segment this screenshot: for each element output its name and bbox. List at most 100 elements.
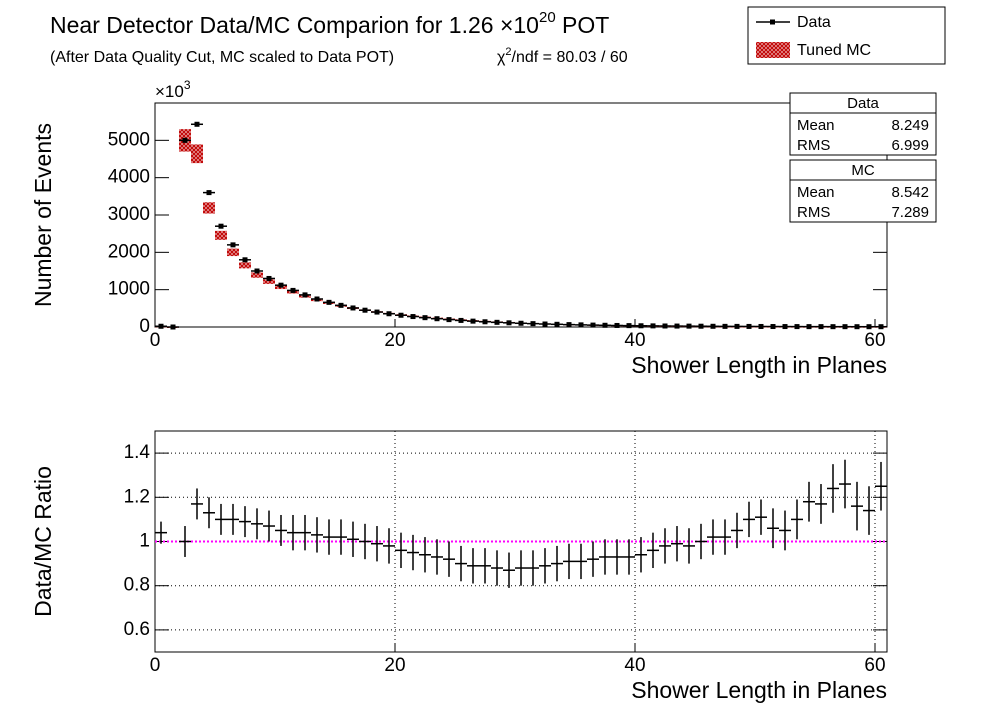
data-point xyxy=(290,287,296,293)
data-point xyxy=(842,324,848,330)
y-tick-label: 2000 xyxy=(108,241,150,262)
data-point xyxy=(254,268,260,274)
y-tick-label: 3000 xyxy=(108,204,150,225)
y-tick-label: 0.6 xyxy=(124,619,150,640)
y-tick-label: 0 xyxy=(139,316,150,337)
data-point xyxy=(818,324,824,330)
stats-title: Data xyxy=(847,95,879,112)
y-tick-label: 1000 xyxy=(108,279,150,300)
data-point xyxy=(194,121,200,127)
chart-title: Near Detector Data/MC Comparion for 1.26… xyxy=(50,9,609,38)
data-point xyxy=(830,324,836,330)
data-point xyxy=(566,322,572,328)
x-tick-label: 20 xyxy=(384,330,405,351)
data-point xyxy=(338,302,344,308)
data-point xyxy=(446,317,452,323)
stats-box xyxy=(789,159,937,223)
data-point xyxy=(746,323,752,329)
data-point xyxy=(374,309,380,315)
data-point xyxy=(326,299,332,305)
data-point xyxy=(626,323,632,329)
data-point xyxy=(422,315,428,321)
data-point xyxy=(362,307,368,313)
mc-band xyxy=(191,144,203,164)
x-tick-label: 0 xyxy=(150,655,161,676)
data-point xyxy=(734,323,740,329)
data-point xyxy=(878,324,884,330)
data-point xyxy=(578,322,584,328)
data-point xyxy=(314,296,320,302)
multiplier-exponent: 3 xyxy=(184,78,191,92)
data-point xyxy=(854,324,860,330)
data-point xyxy=(458,317,464,323)
data-point xyxy=(482,319,488,325)
data-point xyxy=(770,324,776,330)
annotation-exponent: 2 xyxy=(505,46,511,58)
x-tick-label: 40 xyxy=(624,330,645,351)
x-axis-label: Shower Length in Planes xyxy=(631,677,887,703)
legend-mc-swatch xyxy=(756,42,790,58)
data-point xyxy=(266,275,272,281)
data-point xyxy=(698,323,704,329)
stats-box xyxy=(789,92,937,156)
data-point xyxy=(650,323,656,329)
data-point xyxy=(302,292,308,298)
data-point xyxy=(554,321,560,327)
mc-band xyxy=(215,230,227,240)
x-tick-label: 40 xyxy=(624,655,645,676)
annotation-suffix: /ndf = 80.03 / 60 xyxy=(512,49,628,66)
y-tick-label: 1 xyxy=(139,531,150,552)
data-point xyxy=(530,321,536,327)
plot-histogram: 0 20 40 60 0 1000 2000 3000 4000 5000 Shower Lengt… xyxy=(30,102,888,378)
data-point xyxy=(170,324,176,330)
data-point xyxy=(158,323,164,329)
data-point xyxy=(542,321,548,327)
y-axis-label: Data/MC Ratio xyxy=(30,466,56,617)
data-point xyxy=(494,319,500,325)
data-point xyxy=(866,324,872,330)
stats-value: 7.289 xyxy=(891,204,929,221)
stats-label: Mean xyxy=(797,184,835,201)
data-point xyxy=(386,311,392,317)
legend-data-marker xyxy=(770,19,775,25)
title-text: Near Detector Data/MC Comparion for 1.26… xyxy=(50,12,539,38)
x-tick-label: 0 xyxy=(150,330,161,351)
mc-band xyxy=(239,262,251,269)
y-tick-label: 1.4 xyxy=(124,442,151,463)
data-point xyxy=(782,324,788,330)
data-point xyxy=(182,137,188,143)
y-tick-label: 4000 xyxy=(108,167,150,188)
data-point xyxy=(674,323,680,329)
data-point xyxy=(506,320,512,326)
x-tick-label: 60 xyxy=(864,655,885,676)
mc-band xyxy=(263,279,275,284)
stats-value: 6.999 xyxy=(891,137,929,154)
data-point xyxy=(710,323,716,329)
data-point xyxy=(614,322,620,328)
legend-label: Tuned MC xyxy=(797,42,871,59)
stats-value: 8.249 xyxy=(891,117,929,134)
data-point xyxy=(758,323,764,329)
data-point xyxy=(794,324,800,330)
y-tick-label: 5000 xyxy=(108,129,150,150)
mc-band xyxy=(203,202,215,214)
stats-title: MC xyxy=(851,162,874,179)
data-point xyxy=(410,314,416,320)
x-tick-label: 20 xyxy=(384,655,405,676)
stats-label: RMS xyxy=(797,137,830,154)
title-exponent: 20 xyxy=(539,9,556,26)
title-suffix: POT xyxy=(556,12,610,38)
data-point xyxy=(590,322,596,328)
data-point xyxy=(230,242,236,248)
data-point xyxy=(398,312,404,318)
mc-band xyxy=(227,248,239,257)
annotation: χ2/ndf = 80.03 / 60 xyxy=(497,46,628,66)
data-point xyxy=(218,223,224,229)
y-tick-label: 0.8 xyxy=(124,575,150,596)
y-tick-label: 1.2 xyxy=(124,486,150,507)
x-tick-label: 60 xyxy=(864,330,885,351)
data-point xyxy=(242,257,248,263)
stats-value: 8.542 xyxy=(891,184,929,201)
data-point xyxy=(602,322,608,328)
